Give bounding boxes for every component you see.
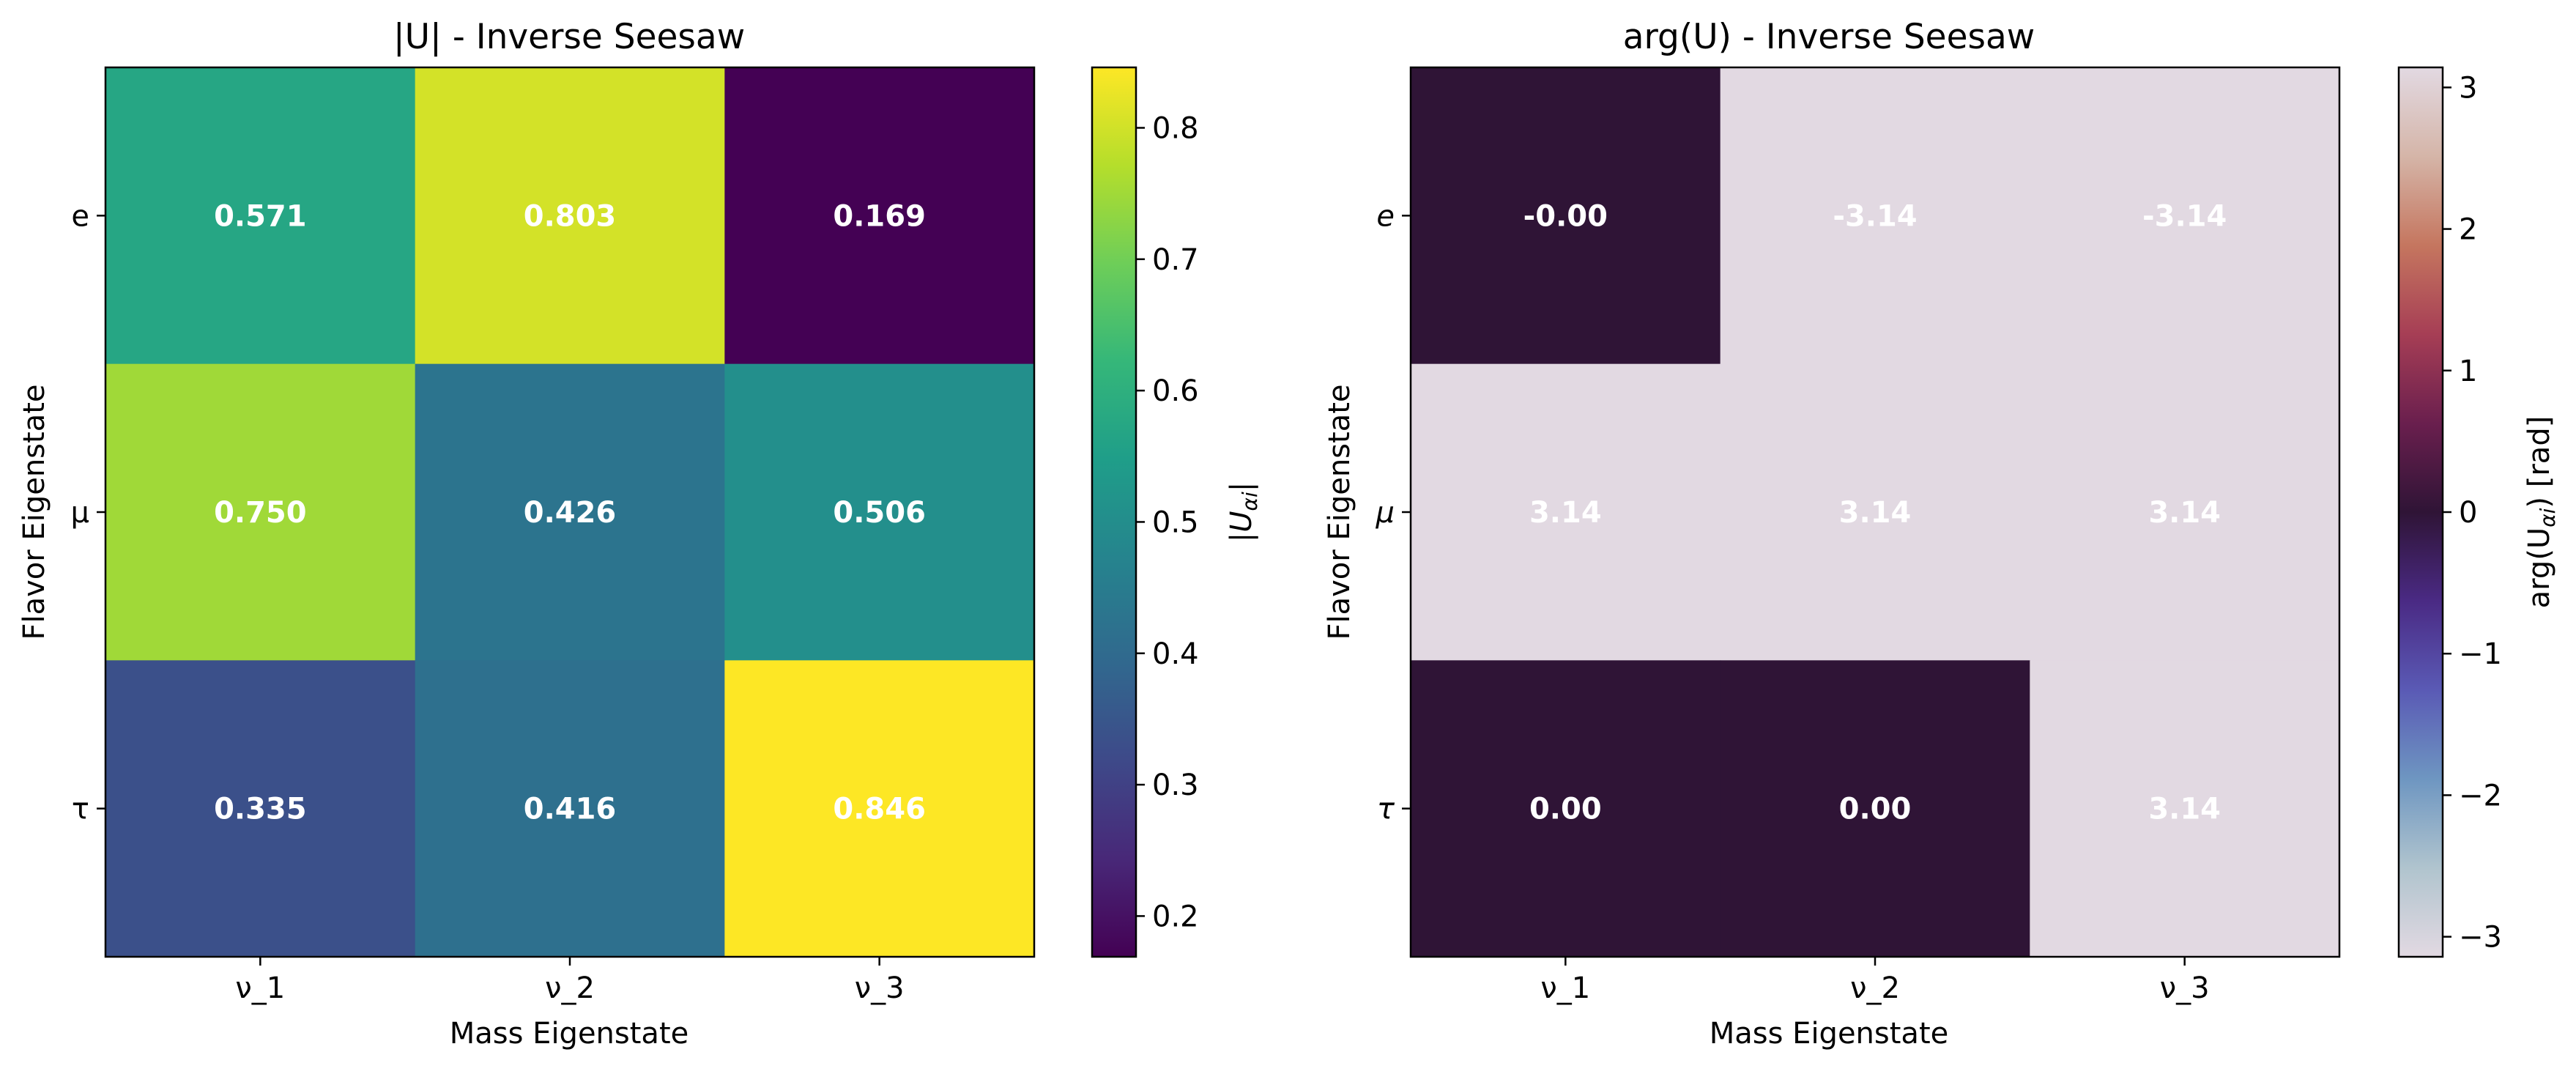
colorbar-tick-label: 3 [2459,71,2477,105]
x-tick-label: ν_3 [2160,971,2210,1005]
y-tick-label: τ [72,793,89,826]
heatmap-cell [724,363,1035,661]
x-axis-ticks: ν_1 ν_2 ν_3 [235,957,905,1005]
colorbar-tick-label: 0.7 [1152,243,1199,277]
colorbar-tick-label: 0.3 [1152,769,1199,802]
colorbar-ticks: −3 −2 −1 0 1 2 3 [2443,71,2502,955]
phase-heatmap-chart: arg(U) - Inverse Seesaw -0.00 -3.14 -3.14 3… [1323,17,2560,1051]
y-tick-label: μ [1376,496,1395,530]
chart-title: arg(U) - Inverse Seesaw [1623,17,2035,57]
colorbar-ticks: 0.2 0.3 0.4 0.5 0.6 0.7 0.8 [1136,111,1199,933]
colorbar-tick-label: 0.4 [1152,637,1199,671]
y-tick-label: μ [71,496,89,530]
y-axis-label: Flavor Eigenstate [18,384,51,640]
colorbar-tick-label: −2 [2459,779,2502,812]
colorbar-tick-label: 0.8 [1152,111,1199,145]
colorbar-tick-label: 0.6 [1152,374,1199,408]
cell-value-label: 0.750 [214,496,307,530]
colorbar-frame [1091,66,1137,958]
colorbar-tick-label: 2 [2459,213,2477,247]
heatmap-cell [2030,67,2340,365]
colorbar-fill [2399,67,2443,957]
x-tick-label: ν_1 [235,971,285,1005]
x-tick-label: ν_2 [1850,971,1900,1005]
cell-value-label: 0.169 [833,199,926,233]
y-axis-label: Flavor Eigenstate [1323,384,1356,640]
cell-value-label: 3.14 [1529,496,1602,530]
heatmap-cell [2030,363,2340,661]
chart-title: |U| - Inverse Seesaw [393,17,745,57]
heatmap-cell [1720,67,2030,365]
x-axis-label: Mass Eigenstate [1710,1017,1948,1051]
y-tick-label: τ [1377,793,1395,826]
heatmap-cell-labels: -0.00 -3.14 -3.14 3.14 3.14 3.14 0.00 0.00 3.14 [1523,199,2227,826]
heatmap-cell [1411,363,1721,661]
x-tick-label: ν_3 [855,971,905,1005]
cell-value-label: 0.335 [214,793,307,826]
colorbar-label: arg(Uαi) [rad] [2523,416,2560,609]
x-tick-label: ν_2 [545,971,595,1005]
colorbar-tick-label: 0.5 [1152,505,1199,539]
heatmap-cell [1720,363,2030,661]
heatmap-cells [1411,67,2340,958]
cell-value-label: 0.803 [524,199,617,233]
cell-value-label: 3.14 [2148,496,2221,530]
colorbar-tick-label: 1 [2459,355,2477,388]
colorbar: −3 −2 −1 0 1 2 3 arg(Uαi) [rad] [2397,66,2560,958]
heatmap-cell [415,67,725,365]
heatmap-cell [724,660,1035,958]
y-axis-ticks: e μ τ [71,199,105,826]
heatmap-cell [1411,660,1721,958]
colorbar: 0.2 0.3 0.4 0.5 0.6 0.7 0.8 |Uαi| [1091,66,1262,958]
heatmap-cells [105,67,1035,958]
colorbar-fill [1092,67,1136,957]
cell-value-label: 0.00 [1529,793,1602,826]
heatmap-cell-labels: 0.571 0.803 0.169 0.750 0.426 0.506 0.335 0.416… [214,199,926,826]
colorbar-tick-label: 0.2 [1152,900,1199,933]
cell-value-label: -3.14 [2142,199,2227,233]
heatmap-cell [1720,660,2030,958]
x-axis-label: Mass Eigenstate [450,1017,688,1051]
colorbar-tick-label: 0 [2459,496,2477,530]
cell-value-label: 0.00 [1839,793,1912,826]
cell-value-label: 0.426 [524,496,617,530]
cell-value-label: -3.14 [1833,199,1917,233]
heatmap-cell [415,363,725,661]
heatmap-cell [2030,660,2340,958]
x-tick-label: ν_1 [1540,971,1590,1005]
heatmap-cell [724,67,1035,365]
colorbar-tick-label: −1 [2459,637,2502,671]
cell-value-label: -0.00 [1523,199,1608,233]
magnitude-heatmap-chart: |U| - Inverse Seesaw 0.571 0.803 0.169 0.75… [18,17,1262,1051]
y-tick-label: e [1376,199,1395,233]
cell-value-label: 3.14 [2148,793,2221,826]
y-axis-ticks: e μ τ [1376,199,1411,826]
cell-value-label: 0.846 [833,793,926,826]
heatmap-cell [105,660,416,958]
x-axis-ticks: ν_1 ν_2 ν_3 [1540,957,2210,1005]
cell-value-label: 0.571 [214,199,307,233]
heatmap-cell [105,363,416,661]
colorbar-label: |Uαi| [1225,482,1262,543]
cell-value-label: 0.416 [524,793,617,826]
cell-value-label: 0.506 [833,496,926,530]
colorbar-tick-label: −3 [2459,921,2502,955]
cell-value-label: 3.14 [1839,496,1912,530]
heatmap-cell [415,660,725,958]
heatmap-cell [105,67,416,365]
heatmap-cell [1411,67,1721,365]
y-tick-label: e [71,199,89,233]
